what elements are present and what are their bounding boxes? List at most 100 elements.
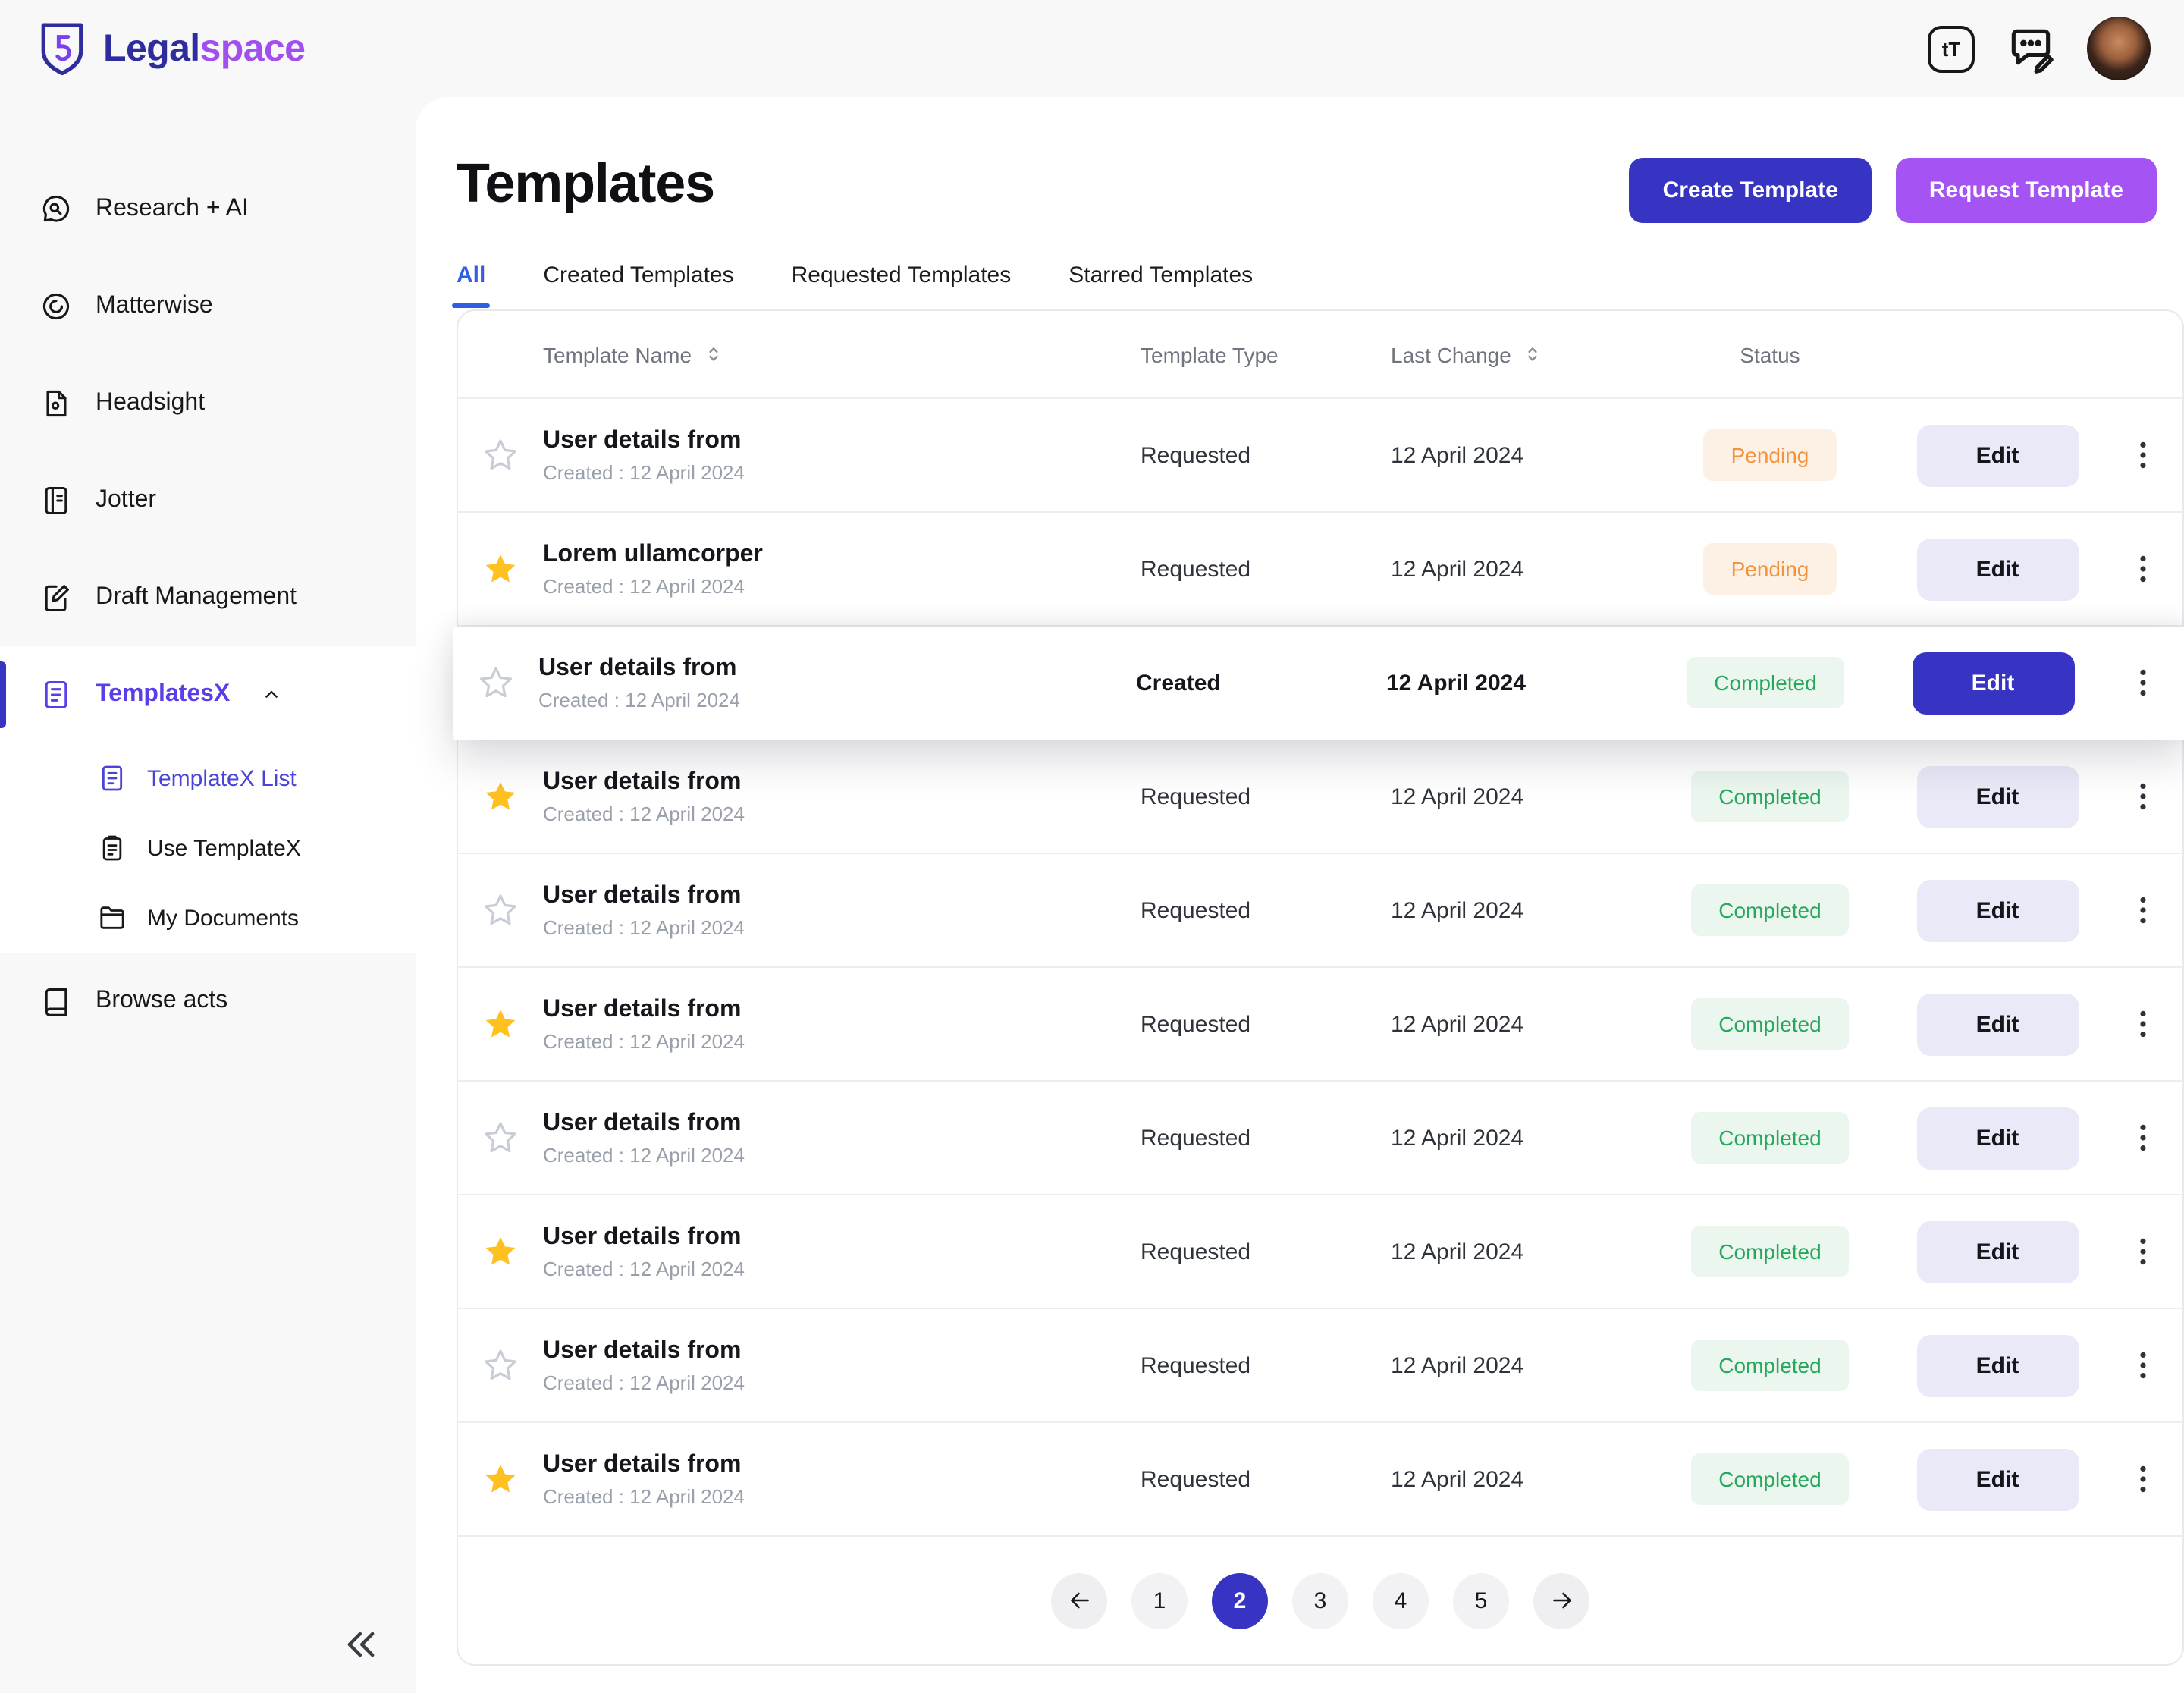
template-name: User details from xyxy=(538,655,737,681)
star-filled-icon[interactable] xyxy=(482,551,519,587)
request-template-button[interactable]: Request Template xyxy=(1895,158,2157,223)
star-outline-icon[interactable] xyxy=(482,437,519,473)
edit-button[interactable]: Edit xyxy=(1916,1334,2079,1396)
template-name: User details from xyxy=(543,427,742,454)
template-created-date: Created : 12 April 2024 xyxy=(543,803,745,826)
last-change-date: 12 April 2024 xyxy=(1391,442,1524,468)
legalspace-logo[interactable]: Legalspace xyxy=(36,20,306,77)
edit-button[interactable]: Edit xyxy=(1916,1448,2079,1510)
last-change-date: 12 April 2024 xyxy=(1386,670,1526,696)
topbar-actions: tT xyxy=(1928,17,2151,80)
edit-button[interactable]: Edit xyxy=(1916,424,2079,486)
pagination-prev-arrow-icon[interactable] xyxy=(1051,1572,1107,1629)
kebab-menu-icon[interactable] xyxy=(2125,664,2161,701)
sidebar-item-headsight[interactable]: Headsight xyxy=(0,355,416,452)
table-row: User details from Created : 12 April 202… xyxy=(458,1423,2182,1537)
sidebar-item-matterwise[interactable]: Matterwise xyxy=(0,258,416,355)
status-badge: Completed xyxy=(1691,771,1849,822)
star-outline-icon[interactable] xyxy=(482,1120,519,1156)
template-name: User details from xyxy=(543,996,742,1022)
header-actions: Create Template Request Template xyxy=(1629,158,2157,223)
arrow-right-icon xyxy=(1552,1592,1571,1609)
kebab-menu-icon[interactable] xyxy=(2125,1233,2161,1270)
last-change-date: 12 April 2024 xyxy=(1391,1011,1524,1037)
edit-button[interactable]: Edit xyxy=(1916,538,2079,600)
edit-button[interactable]: Edit xyxy=(1912,652,2074,714)
last-change-date: 12 April 2024 xyxy=(1391,556,1524,582)
sidebar-subitem-templatex-list[interactable]: TemplateX List xyxy=(0,743,416,813)
star-outline-icon[interactable] xyxy=(482,892,519,928)
star-outline-icon[interactable] xyxy=(478,664,514,701)
pagination-page-3[interactable]: 3 xyxy=(1292,1572,1348,1629)
pagination-page-5[interactable]: 5 xyxy=(1453,1572,1509,1629)
template-created-date: Created : 12 April 2024 xyxy=(543,916,745,940)
kebab-menu-icon[interactable] xyxy=(2125,1120,2161,1156)
chevron-up-icon xyxy=(265,690,278,698)
template-created-date: Created : 12 April 2024 xyxy=(543,1030,745,1054)
tab-starred-templates[interactable]: Starred Templates xyxy=(1068,262,1254,288)
legalspace-logo-icon xyxy=(41,23,83,76)
status-badge: Completed xyxy=(1691,1226,1849,1277)
logo-wordmark: Legalspace xyxy=(103,27,306,69)
kebab-menu-icon[interactable] xyxy=(2125,437,2161,473)
kebab-menu-icon[interactable] xyxy=(2125,892,2161,928)
create-template-button[interactable]: Create Template xyxy=(1629,158,1872,223)
edit-button[interactable]: Edit xyxy=(1916,1220,2079,1283)
headsight-icon xyxy=(46,390,67,417)
pagination-next-arrow-icon[interactable] xyxy=(1533,1572,1589,1629)
tab-created-templates[interactable]: Created Templates xyxy=(543,262,734,288)
kebab-menu-icon[interactable] xyxy=(2125,551,2161,587)
table-row: Lorem ullamcorper Created : 12 April 202… xyxy=(458,513,2182,627)
browse-acts-icon xyxy=(45,988,67,1016)
status-badge: Completed xyxy=(1691,998,1849,1050)
sidebar-collapse-icon[interactable] xyxy=(340,1623,382,1666)
template-created-date: Created : 12 April 2024 xyxy=(543,1485,745,1509)
star-outline-icon[interactable] xyxy=(482,1347,519,1384)
tab-requested-templates[interactable]: Requested Templates xyxy=(791,262,1012,288)
star-filled-icon[interactable] xyxy=(482,1461,519,1497)
star-filled-icon[interactable] xyxy=(482,778,519,815)
edit-button[interactable]: Edit xyxy=(1916,993,2079,1055)
template-type: Requested xyxy=(1141,897,1251,923)
user-avatar[interactable] xyxy=(2087,17,2151,80)
template-type: Requested xyxy=(1141,442,1251,468)
sort-icon[interactable] xyxy=(702,343,725,366)
sidebar-subitem-use-templatex[interactable]: Use TemplateX xyxy=(0,813,416,883)
sidebar-subitem-my-documents[interactable]: My Documents xyxy=(0,883,416,953)
template-name: User details from xyxy=(543,1451,742,1478)
status-badge: Pending xyxy=(1703,429,1837,481)
feedback-chat-icon[interactable] xyxy=(2005,23,2057,74)
last-change-date: 12 April 2024 xyxy=(1391,1466,1524,1492)
template-name: User details from xyxy=(543,1223,742,1250)
use-template-icon xyxy=(102,835,122,861)
sidebar-subitem-label: Use TemplateX xyxy=(147,835,301,861)
edit-button[interactable]: Edit xyxy=(1916,879,2079,941)
edit-button[interactable]: Edit xyxy=(1916,765,2079,828)
template-created-date: Created : 12 April 2024 xyxy=(543,575,745,598)
documents-icon xyxy=(100,906,124,929)
sidebar-item-research-ai[interactable]: Research + AI xyxy=(0,161,416,258)
pagination-page-4[interactable]: 4 xyxy=(1373,1572,1429,1629)
sort-icon[interactable] xyxy=(1522,343,1545,366)
sidebar-item-templatesx[interactable]: TemplatesX xyxy=(0,646,416,743)
sidebar-item-label: TemplatesX xyxy=(96,681,231,707)
pagination-page-2[interactable]: 2 xyxy=(1212,1572,1268,1629)
template-created-date: Created : 12 April 2024 xyxy=(543,1144,745,1167)
kebab-menu-icon[interactable] xyxy=(2125,1006,2161,1042)
edit-button[interactable]: Edit xyxy=(1916,1107,2079,1169)
tab-all[interactable]: All xyxy=(451,262,491,308)
status-badge: Completed xyxy=(1691,1112,1849,1164)
star-filled-icon[interactable] xyxy=(482,1006,519,1042)
sidebar-item-browse-acts[interactable]: Browse acts xyxy=(0,953,416,1050)
kebab-menu-icon[interactable] xyxy=(2125,1461,2161,1497)
kebab-menu-icon[interactable] xyxy=(2125,1347,2161,1384)
last-change-date: 12 April 2024 xyxy=(1391,784,1524,809)
star-filled-icon[interactable] xyxy=(482,1233,519,1270)
kebab-menu-icon[interactable] xyxy=(2125,778,2161,815)
sidebar-item-draft-management[interactable]: Draft Management xyxy=(0,549,416,646)
pagination-page-1[interactable]: 1 xyxy=(1131,1572,1188,1629)
templates-table: Template Name Template Type Last Change … xyxy=(453,309,2184,1666)
sidebar-item-jotter[interactable]: Jotter xyxy=(0,452,416,549)
table-row: User details from Created : 12 April 202… xyxy=(458,1082,2182,1195)
text-size-icon[interactable]: tT xyxy=(1928,25,1975,72)
